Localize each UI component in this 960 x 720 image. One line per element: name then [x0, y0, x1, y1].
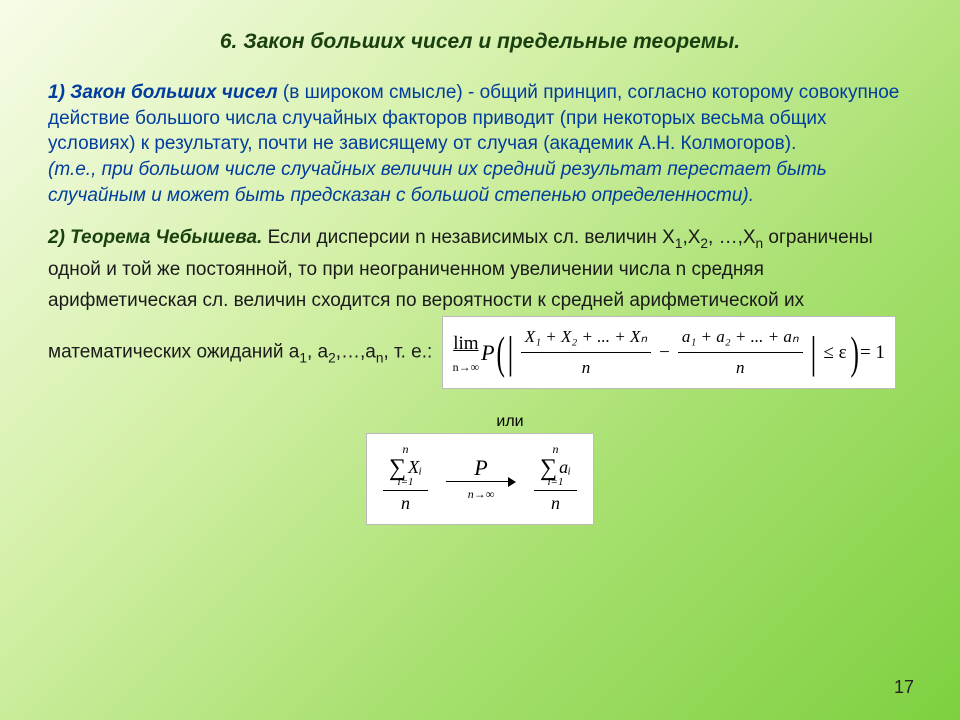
formula-1: lim n→∞ P ( | X₁ + X₂ + ... + Xₙ n − a₁ …: [453, 323, 885, 382]
sum-r-var: aᵢ: [559, 457, 571, 478]
formula-2-block: или n ∑ Xᵢ i=1 n: [48, 413, 912, 525]
s2-xn: n: [756, 236, 764, 251]
section-1: 1) Закон больших чисел (в широком смысле…: [48, 80, 912, 208]
s2-x2: 2: [700, 236, 708, 251]
sum-l-var: Xᵢ: [408, 457, 422, 478]
P-symbol: P: [481, 335, 494, 371]
frac2-num: a₁ + a₂ + ... + aₙ: [678, 323, 803, 353]
lim-text: lim: [453, 328, 478, 359]
s2-a1: 1: [299, 351, 307, 366]
frac1-den: n: [582, 353, 591, 382]
sum-r-sub: i=1: [547, 476, 563, 488]
sumfrac-right: n ∑ aᵢ i=1 n: [534, 442, 577, 514]
sigma-r: ∑: [540, 458, 557, 478]
formula-2-box: n ∑ Xᵢ i=1 n P n→∞: [366, 433, 594, 525]
or-label: или: [108, 413, 912, 431]
s2-t1: Если дисперсии n независимых сл. величин…: [262, 227, 675, 248]
eq-1: = 1: [860, 337, 885, 368]
abs-r: |: [810, 331, 816, 375]
lim-symbol: lim n→∞: [453, 328, 480, 378]
lim-sub: n→∞: [453, 358, 480, 378]
s2-c1: ,X: [682, 227, 700, 248]
sumfrac-left: n ∑ Xᵢ i=1 n: [383, 442, 428, 514]
le-eps: ≤ ε: [823, 337, 846, 368]
s2-a2: 2: [328, 351, 336, 366]
sigma-l: ∑: [389, 458, 406, 478]
lparen: (: [496, 330, 504, 376]
section-2-lead: 2) Теорема Чебышева.: [48, 227, 262, 248]
formula-1-box: lim n→∞ P ( | X₁ + X₂ + ... + Xₙ n − a₁ …: [442, 316, 896, 389]
frac2-den: n: [736, 353, 745, 382]
minus: −: [659, 337, 670, 368]
page-number: 17: [894, 677, 914, 698]
abs-l: |: [507, 331, 513, 375]
sum-l-den: n: [401, 491, 410, 514]
frac1-num: X₁ + X₂ + ... + Xₙ: [521, 323, 651, 353]
section-1-lead: 1) Закон больших чисел: [48, 82, 278, 103]
s2-tail: , т. е.:: [383, 342, 432, 363]
section-2: 2) Теорема Чебышева. Если дисперсии n не…: [48, 222, 912, 389]
s2-t4: ,…,a: [336, 342, 376, 363]
frac-1: X₁ + X₂ + ... + Xₙ n: [521, 323, 651, 382]
arrow-sub: n→∞: [468, 487, 495, 502]
rparen: ): [850, 330, 858, 376]
arrow-line: [446, 477, 516, 487]
slide: 6. Закон больших чисел и предельные теор…: [0, 0, 960, 720]
s2-t2: , …,X: [708, 227, 756, 248]
convergence-arrow: P n→∞: [446, 455, 516, 502]
s2-c2: , a: [307, 342, 328, 363]
frac-2: a₁ + a₂ + ... + aₙ n: [678, 323, 803, 382]
sum-r-den: n: [551, 491, 560, 514]
section-1-italic: (т.е., при большом числе случайных велич…: [48, 159, 827, 206]
slide-title: 6. Закон больших чисел и предельные теор…: [48, 30, 912, 54]
formula-2: n ∑ Xᵢ i=1 n P n→∞: [383, 442, 577, 514]
sum-l-sub: i=1: [398, 476, 414, 488]
